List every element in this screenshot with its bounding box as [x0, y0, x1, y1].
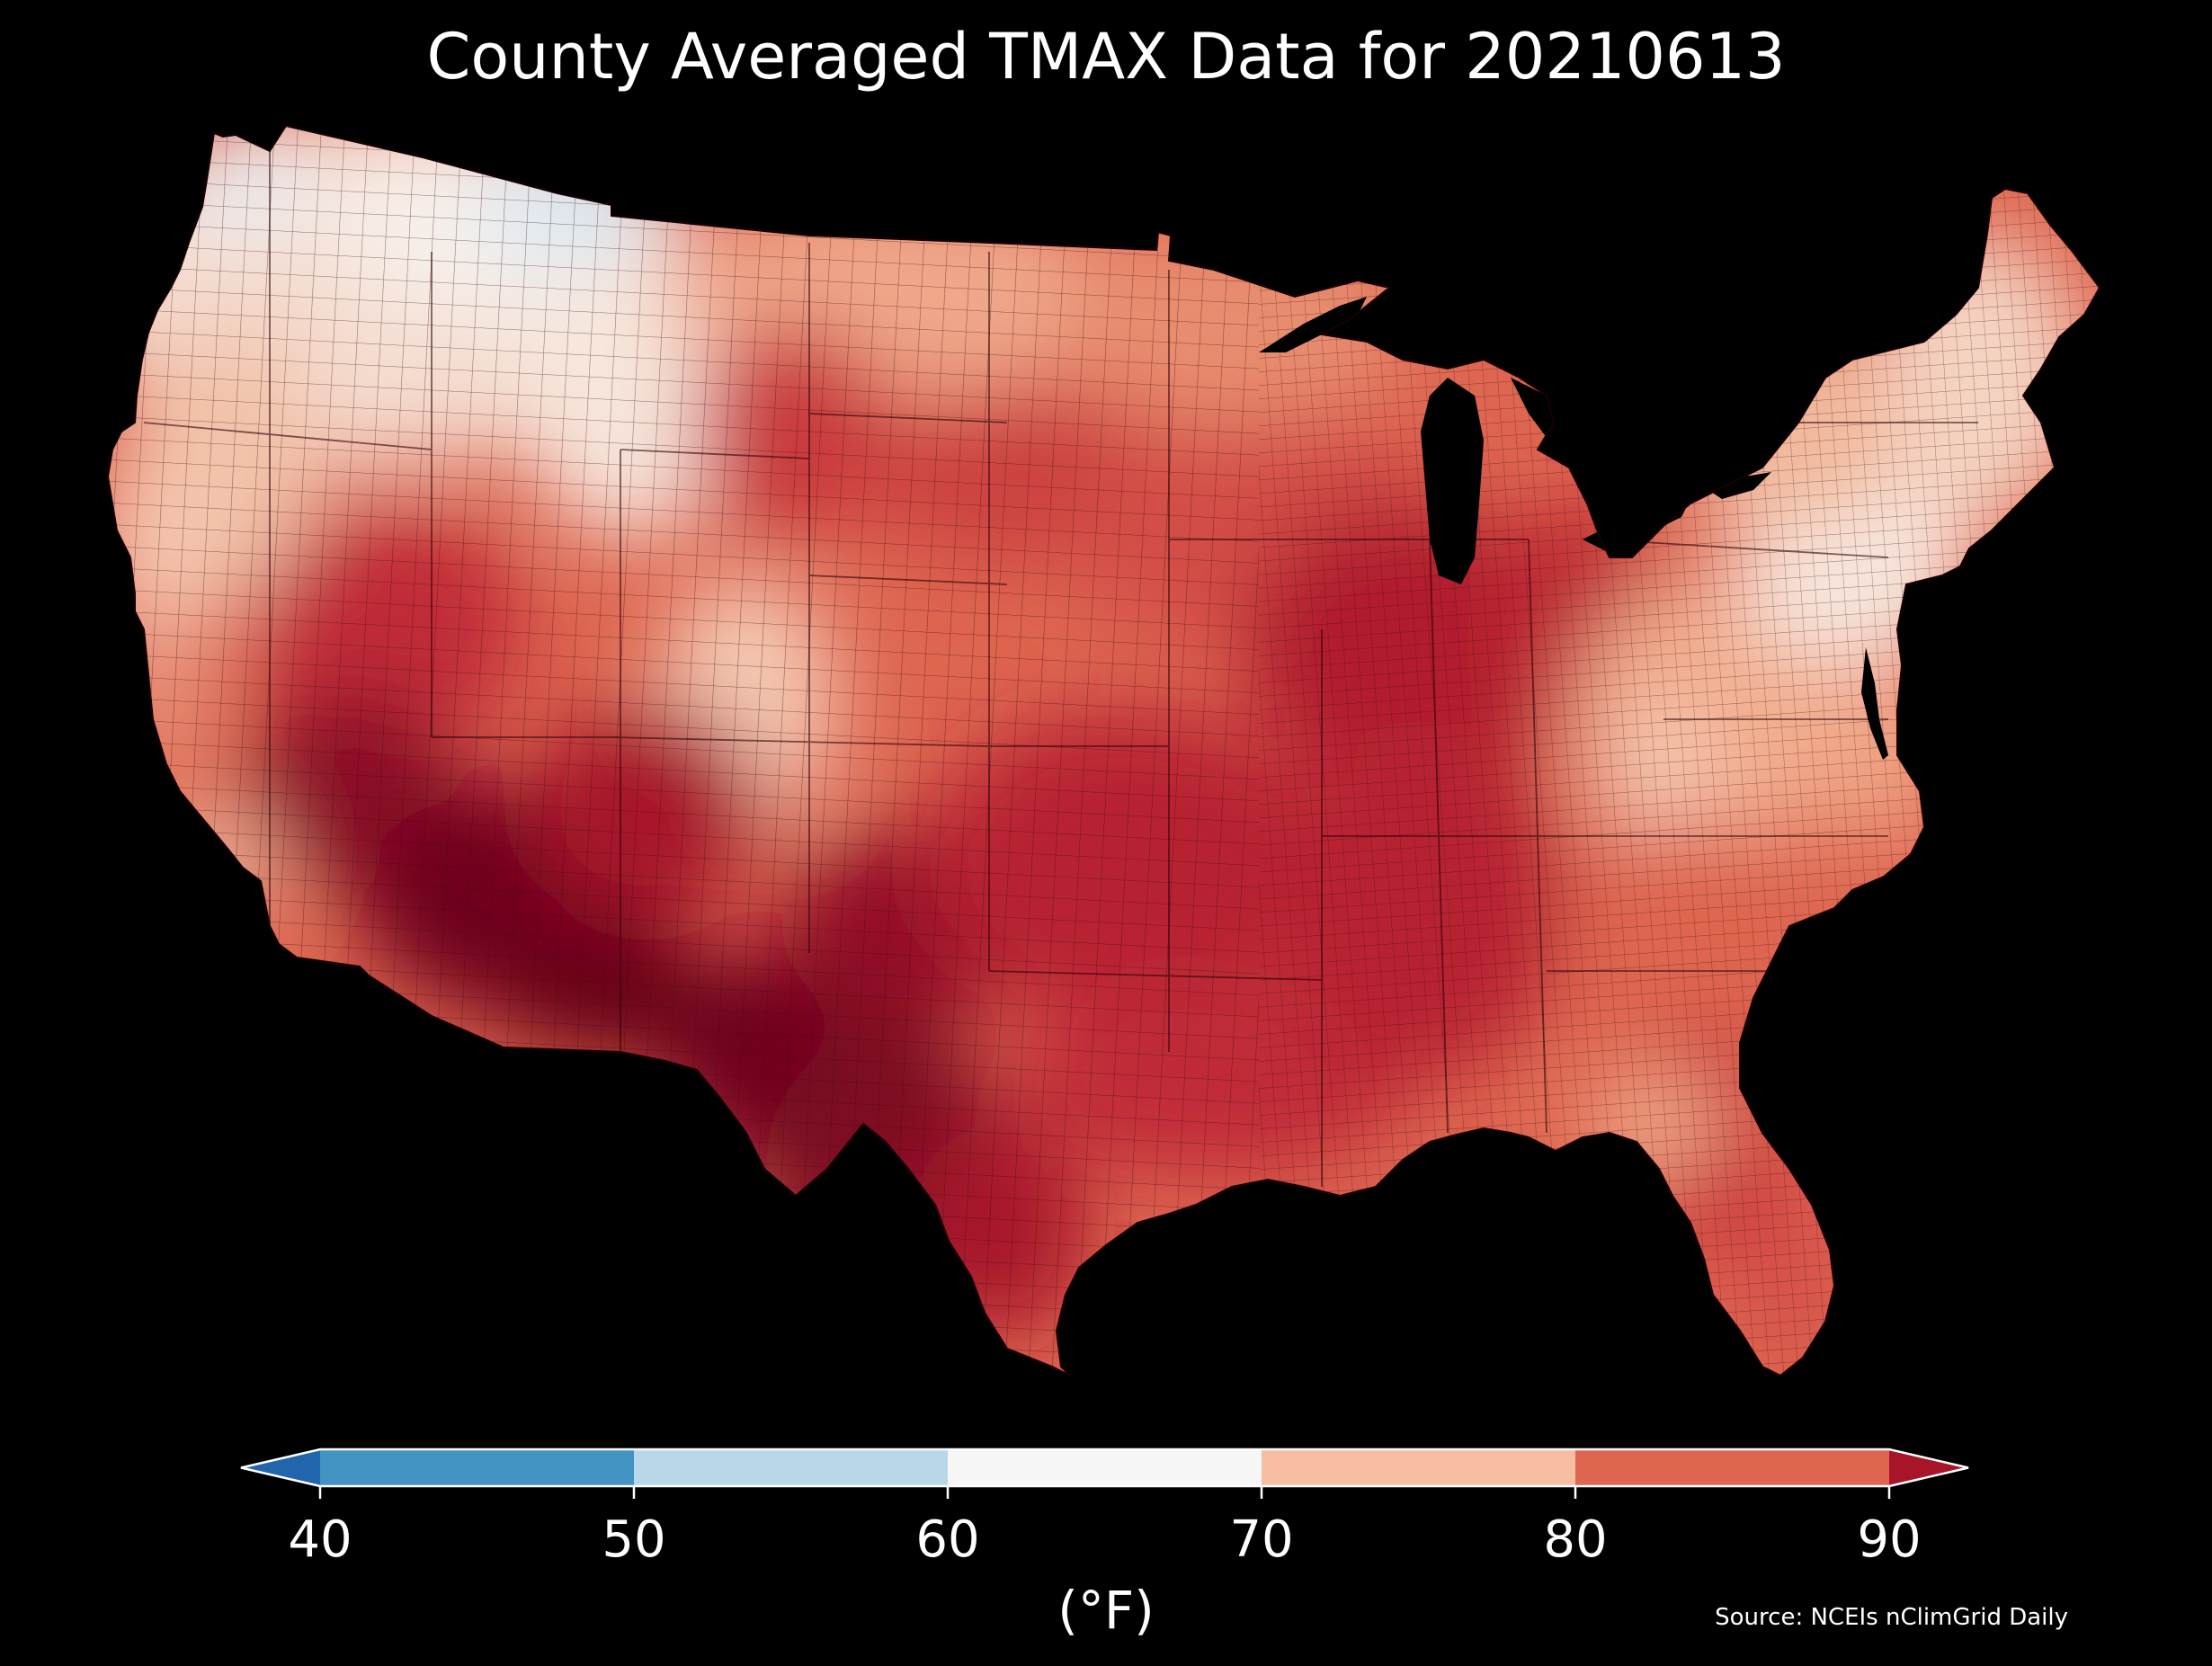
colorbar-tick-40: 40: [288, 1510, 352, 1569]
colorbar-bin-0: [320, 1449, 635, 1486]
colorbar-tick-60: 60: [915, 1510, 980, 1569]
colorbar-tick-70: 70: [1229, 1510, 1294, 1569]
colorbar-tick-50: 50: [602, 1510, 666, 1569]
map-title: County Averaged TMAX Data for 20210613: [426, 20, 1786, 94]
colorbar-over-extension: [1889, 1449, 1968, 1486]
colorbar-bin-1: [634, 1449, 949, 1486]
colorbar-unit-label: (°F): [1057, 1580, 1155, 1641]
colorbar-tick-90: 90: [1857, 1510, 1922, 1569]
great-lakes: [1259, 297, 1771, 584]
colorbar-bin-3: [1262, 1449, 1576, 1486]
colorbar-tick-80: 80: [1543, 1510, 1608, 1569]
colorbar-bin-2: [948, 1449, 1262, 1486]
chesapeake-bay: [1861, 647, 1888, 760]
colorbar-under-extension: [241, 1449, 320, 1486]
colorbar-bin-4: [1575, 1449, 1890, 1486]
source-label: Source: NCEIs nClimGrid Daily: [1715, 1604, 2068, 1631]
